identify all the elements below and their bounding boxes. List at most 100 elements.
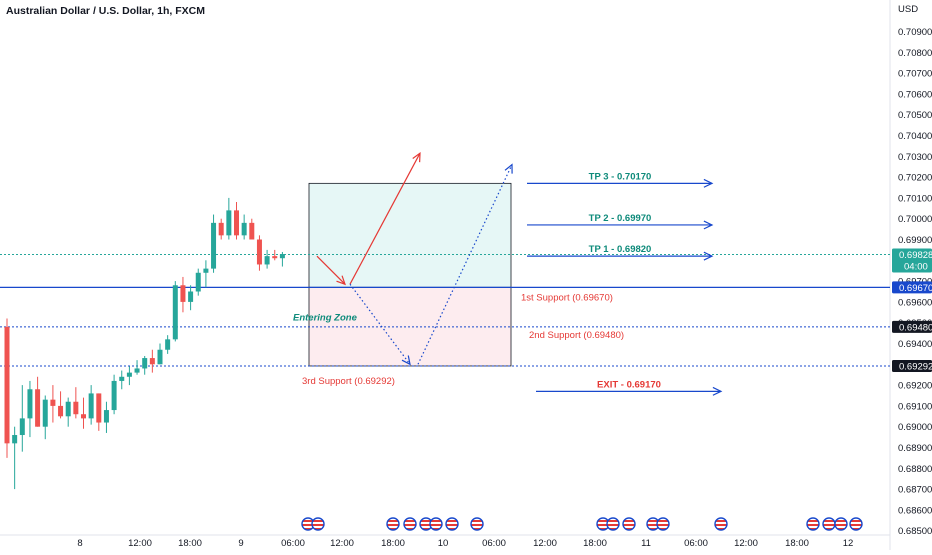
blue-path-arrow[interactable] bbox=[349, 283, 411, 365]
event-flag-icon[interactable] bbox=[806, 517, 820, 531]
support-label-3: 3rd Support (0.69292) bbox=[302, 376, 395, 387]
entering-zone-label: Entering Zone bbox=[293, 312, 358, 323]
event-flag-icon[interactable] bbox=[834, 517, 848, 531]
candle-body[interactable] bbox=[81, 414, 86, 419]
event-flag-icon[interactable] bbox=[849, 517, 863, 531]
candle-body[interactable] bbox=[42, 399, 48, 427]
candle-body[interactable] bbox=[35, 389, 41, 427]
price-badge-value: 0.69670 bbox=[899, 283, 932, 294]
time-tick-label: 18:00 bbox=[583, 538, 607, 549]
candle-body[interactable] bbox=[96, 393, 102, 423]
price-tick-label: 0.68900 bbox=[898, 443, 932, 454]
tp-label: TP 1 - 0.69820 bbox=[589, 244, 652, 255]
candle-body[interactable] bbox=[4, 326, 10, 444]
event-flag-icon[interactable] bbox=[656, 517, 670, 531]
red-path-arrow-head bbox=[336, 275, 346, 286]
candle-body[interactable] bbox=[226, 210, 232, 236]
time-tick-label: 8 bbox=[77, 538, 82, 549]
candle-body[interactable] bbox=[241, 222, 247, 236]
event-flag-icon[interactable] bbox=[606, 517, 620, 531]
candle-body[interactable] bbox=[172, 285, 178, 340]
price-tick-label: 0.70500 bbox=[898, 110, 932, 121]
price-tick-label: 0.69000 bbox=[898, 422, 932, 433]
event-flag-icon[interactable] bbox=[311, 517, 325, 531]
price-tick-label: 0.70900 bbox=[898, 27, 932, 38]
price-badge-value: 0.69828 bbox=[899, 250, 932, 261]
price-badge-countdown: 04:00 bbox=[904, 261, 928, 272]
candle-body[interactable] bbox=[134, 368, 140, 373]
time-tick-label: 18:00 bbox=[785, 538, 809, 549]
blue-path-arrow-head bbox=[401, 355, 411, 366]
price-tick-label: 0.69100 bbox=[898, 401, 932, 412]
blue-path-arrow[interactable] bbox=[417, 164, 513, 365]
exit-label: EXIT - 0.69170 bbox=[597, 379, 661, 390]
candle-body[interactable] bbox=[188, 291, 194, 302]
time-tick-label: 12:00 bbox=[734, 538, 758, 549]
exit-arrow-head bbox=[712, 386, 723, 396]
candle-body[interactable] bbox=[180, 285, 186, 302]
chart-title: Australian Dollar / U.S. Dollar, 1h, FXC… bbox=[6, 5, 205, 17]
tp-arrow-head bbox=[703, 220, 714, 230]
event-flag-icon[interactable] bbox=[714, 517, 728, 531]
candle-body[interactable] bbox=[195, 272, 201, 292]
candle-body[interactable] bbox=[126, 372, 132, 377]
time-tick-label: 18:00 bbox=[381, 538, 405, 549]
candle-body[interactable] bbox=[165, 339, 171, 350]
candle-body[interactable] bbox=[218, 222, 224, 236]
price-tick-label: 0.70600 bbox=[898, 89, 932, 100]
candle-body[interactable] bbox=[88, 393, 94, 419]
price-tick-label: 0.69900 bbox=[898, 235, 932, 246]
profit-zone-box[interactable] bbox=[308, 182, 512, 288]
price-tick-label: 0.70700 bbox=[898, 69, 932, 80]
red-path-arrow-head bbox=[412, 151, 421, 163]
candle-body[interactable] bbox=[27, 389, 33, 419]
candle-body[interactable] bbox=[157, 349, 163, 365]
price-badge bbox=[892, 281, 932, 294]
red-path-arrow[interactable] bbox=[316, 255, 346, 285]
price-tick-label: 0.69400 bbox=[898, 339, 932, 350]
blue-path-arrow-head bbox=[504, 163, 513, 174]
candle-body[interactable] bbox=[211, 222, 217, 269]
time-tick-label: 12:00 bbox=[533, 538, 557, 549]
candle-body[interactable] bbox=[65, 401, 71, 417]
candle-body[interactable] bbox=[256, 239, 262, 265]
price-tick-label: 0.70800 bbox=[898, 48, 932, 59]
event-flag-icon[interactable] bbox=[622, 517, 636, 531]
event-flag-icon[interactable] bbox=[445, 517, 459, 531]
candle-body[interactable] bbox=[279, 254, 285, 259]
candle-body[interactable] bbox=[73, 401, 79, 415]
event-flag-icon[interactable] bbox=[386, 517, 400, 531]
time-tick-label: 06:00 bbox=[482, 538, 506, 549]
event-flag-icon[interactable] bbox=[403, 517, 417, 531]
time-tick-label: 06:00 bbox=[684, 538, 708, 549]
event-flag-icon[interactable] bbox=[429, 517, 443, 531]
candle-body[interactable] bbox=[264, 256, 270, 265]
candle-body[interactable] bbox=[203, 268, 209, 273]
price-tick-label: 0.70000 bbox=[898, 214, 932, 225]
candle-body[interactable] bbox=[12, 435, 18, 444]
price-tick-label: 0.68500 bbox=[898, 526, 932, 537]
price-tick-label: 0.70100 bbox=[898, 193, 932, 204]
price-badge bbox=[892, 248, 932, 273]
candle-body[interactable] bbox=[249, 222, 255, 240]
candle-body[interactable] bbox=[119, 376, 125, 381]
price-badge bbox=[892, 359, 932, 372]
event-flag-icon[interactable] bbox=[470, 517, 484, 531]
tp-label: TP 3 - 0.70170 bbox=[589, 171, 652, 182]
candle-body[interactable] bbox=[50, 399, 56, 406]
price-badge bbox=[892, 320, 932, 333]
candle-body[interactable] bbox=[111, 380, 117, 411]
candle-body[interactable] bbox=[142, 358, 148, 369]
price-tick-label: 0.68800 bbox=[898, 464, 932, 475]
price-tick-label: 0.70300 bbox=[898, 152, 932, 163]
candle-body[interactable] bbox=[58, 405, 64, 417]
candle-body[interactable] bbox=[149, 358, 155, 365]
candle-body[interactable] bbox=[19, 418, 25, 436]
price-tick-label: 0.70200 bbox=[898, 173, 932, 184]
candle-body[interactable] bbox=[234, 210, 239, 236]
red-path-arrow[interactable] bbox=[349, 152, 421, 285]
event-flag-icon[interactable] bbox=[822, 517, 836, 531]
candle-body[interactable] bbox=[103, 410, 109, 423]
candle-body[interactable] bbox=[272, 256, 278, 259]
